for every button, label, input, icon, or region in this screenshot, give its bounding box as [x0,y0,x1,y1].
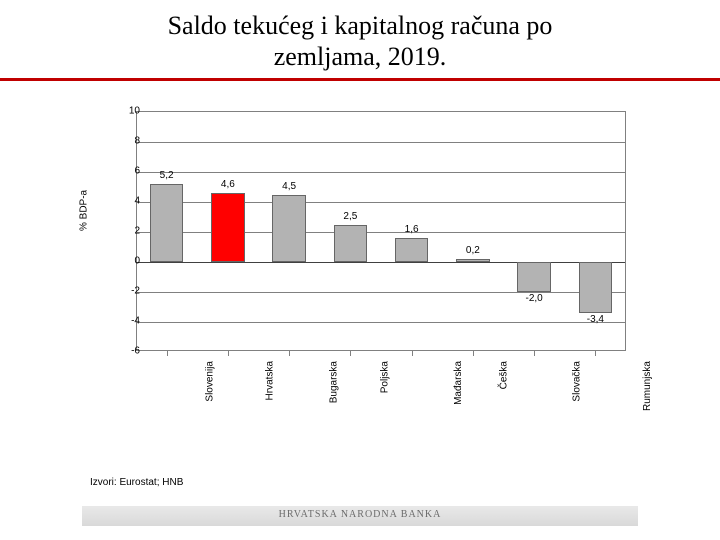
x-tick [228,351,229,356]
gridline [136,292,625,293]
bar-value-label: 5,2 [160,170,174,181]
y-tick-label: 0 [110,256,140,267]
source-text: Izvori: Eurostat; HNB [90,477,183,488]
x-tick [473,351,474,356]
title-line-1: Saldo tekućeg i kapitalnog računa po [168,11,553,40]
y-tick-label: 8 [110,136,140,147]
gridline [136,322,625,323]
x-tick [289,351,290,356]
bar-value-label: 4,6 [221,179,235,190]
bar [456,259,490,262]
gridline [136,142,625,143]
gridline [136,172,625,173]
bar [395,238,429,262]
category-label: Slovačka [572,361,583,402]
category-label: Bugarska [328,361,339,403]
page-title-block: Saldo tekućeg i kapitalnog računa po zem… [0,0,720,78]
y-axis-title: % BDP-a [79,190,90,231]
gridline [136,232,625,233]
header-divider [0,78,720,81]
x-tick [534,351,535,356]
category-label: Slovenija [204,361,215,402]
x-tick [412,351,413,356]
y-tick-label: -6 [110,346,140,357]
bar [517,262,551,292]
y-tick-label: 4 [110,196,140,207]
bar [150,184,184,262]
bar-value-label: 4,5 [282,181,296,192]
category-label: Hrvatska [264,361,275,400]
plot-area [136,111,626,351]
bar-chart: % BDP-a -6 -4 -2 0 2 4 6 8 10 5,2 Slovenija 4,6 Hrva… [80,103,640,443]
y-tick-label: 10 [110,106,140,117]
y-tick-label: 6 [110,166,140,177]
y-tick-label: -2 [110,286,140,297]
gridline [136,202,625,203]
bar [272,195,306,263]
bar-value-label: -2,0 [526,293,543,304]
bar [211,193,245,262]
bar-value-label: 1,6 [405,224,419,235]
page-title: Saldo tekućeg i kapitalnog računa po zem… [40,10,680,72]
x-tick [167,351,168,356]
y-tick-label: -4 [110,316,140,327]
bar-value-label: 0,2 [466,245,480,256]
category-label: Češka [498,361,509,389]
bar [334,225,368,263]
footer-bar: HRVATSKA NARODNA BANKA [82,506,638,526]
category-label: Mađarska [453,361,464,405]
gridline [136,262,625,263]
x-tick [595,351,596,356]
category-label: Poljska [380,361,391,393]
title-line-2: zemljama, 2019. [274,42,447,71]
bar-value-label: 2,5 [343,211,357,222]
bar [579,262,613,313]
bar-value-label: -3,4 [587,314,604,325]
x-tick [350,351,351,356]
y-tick-label: 2 [110,226,140,237]
category-label: Rumunjska [642,361,653,411]
footer-text: HRVATSKA NARODNA BANKA [82,509,638,520]
